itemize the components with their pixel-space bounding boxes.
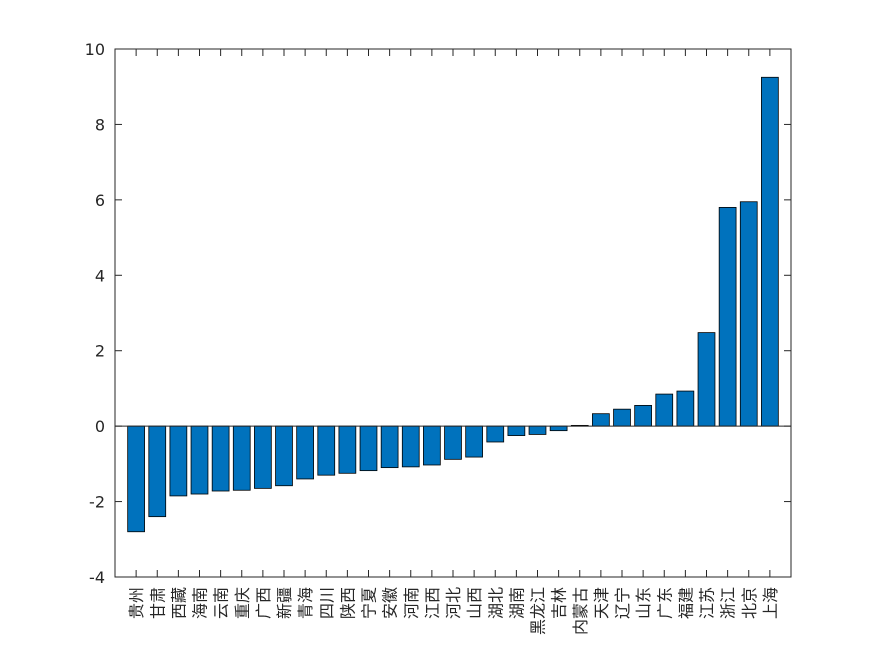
x-tick-label: 山西 [465,587,484,619]
axes-box [114,48,792,578]
bar [275,425,293,487]
bar [465,425,483,458]
bar [507,425,526,436]
bar [655,393,674,427]
y-tick-label: 4 [95,266,105,285]
bar [296,425,314,480]
bar [254,425,272,489]
bar [761,76,779,427]
bar [401,425,420,468]
x-tick-label: 浙江 [719,587,738,619]
x-tick-label: 广西 [254,587,273,619]
x-tick-label: 河南 [402,587,421,619]
bar [423,425,441,466]
bar [697,332,716,427]
y-tick-label: 0 [95,417,105,436]
x-tick-label: 江苏 [698,587,717,619]
x-tick-label: 安徽 [381,587,400,619]
x-tick-label: 河北 [444,587,463,619]
bar [317,425,336,476]
x-tick-label: 湖南 [507,587,526,619]
x-tick-label: 西藏 [169,587,188,619]
x-tick-label: 云南 [212,587,231,619]
x-tick-label: 上海 [761,587,780,619]
bar [211,425,230,492]
x-tick-label: 海南 [191,587,210,619]
bar [338,425,357,474]
x-tick-label: 天津 [592,587,611,619]
y-tick-label: 8 [95,115,105,134]
bar [169,425,188,497]
bar [444,425,462,460]
bar [549,425,568,432]
bar [739,201,758,427]
x-tick-label: 新疆 [275,587,294,619]
y-tick-label: 6 [95,191,105,210]
x-tick-label: 北京 [740,587,759,619]
bar [232,425,251,491]
y-tick-label: -2 [89,493,105,512]
x-tick-label: 辽宁 [613,587,632,619]
bar [359,425,378,472]
x-tick-label: 贵州 [127,587,146,619]
x-tick-label: 内蒙古 [571,587,590,635]
x-tick-label: 宁夏 [360,587,379,619]
bar [718,206,737,427]
bar [613,408,631,427]
x-tick-label: 广东 [655,587,674,619]
bar [676,390,695,427]
y-tick-label: 2 [95,342,105,361]
bar [380,425,399,469]
bar [486,425,505,443]
bar [528,425,547,435]
x-tick-label: 福建 [676,587,695,619]
bar [148,425,167,518]
x-tick-label: 重庆 [233,587,252,619]
x-tick-label: 江西 [423,587,442,619]
bar [634,404,652,427]
x-tick-label: 黑龙江 [529,587,548,635]
bar [592,413,610,427]
x-tick-label: 四川 [317,587,336,619]
x-tick-label: 湖北 [486,587,505,619]
y-tick-label: -4 [89,568,105,587]
x-tick-label: 甘肃 [148,587,167,619]
x-tick-label: 青海 [296,587,315,619]
y-tick-label: 10 [85,40,105,59]
bar [190,425,209,495]
x-tick-label: 山东 [634,587,653,619]
bar [127,425,145,533]
x-tick-label: 吉林 [550,587,569,619]
x-tick-label: 陕西 [338,587,357,619]
